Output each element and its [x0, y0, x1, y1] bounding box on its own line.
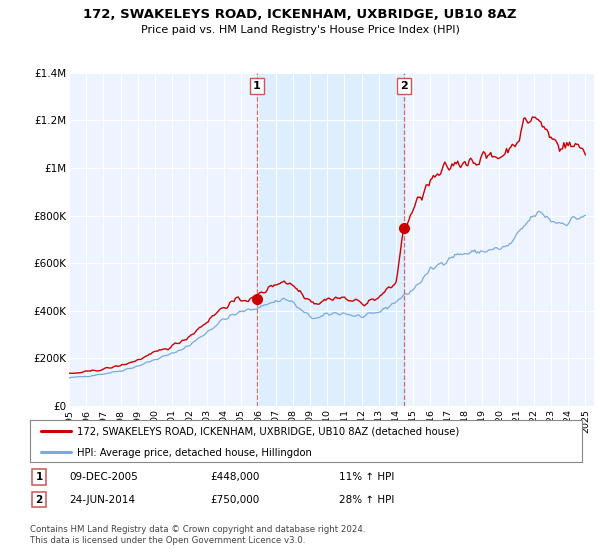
Text: 172, SWAKELEYS ROAD, ICKENHAM, UXBRIDGE, UB10 8AZ: 172, SWAKELEYS ROAD, ICKENHAM, UXBRIDGE,…: [83, 8, 517, 21]
Text: 11% ↑ HPI: 11% ↑ HPI: [339, 472, 394, 482]
Text: 2: 2: [400, 81, 408, 91]
Bar: [257, 73, 404, 406]
Text: 24-JUN-2014: 24-JUN-2014: [69, 494, 135, 505]
Text: 28% ↑ HPI: 28% ↑ HPI: [339, 494, 394, 505]
Text: HPI: Average price, detached house, Hillingdon: HPI: Average price, detached house, Hill…: [77, 448, 312, 458]
Text: 2: 2: [35, 494, 43, 505]
Text: 1: 1: [253, 81, 261, 91]
Text: £448,000: £448,000: [210, 472, 259, 482]
Text: Contains HM Land Registry data © Crown copyright and database right 2024.
This d: Contains HM Land Registry data © Crown c…: [30, 525, 365, 545]
Text: Price paid vs. HM Land Registry's House Price Index (HPI): Price paid vs. HM Land Registry's House …: [140, 25, 460, 35]
Text: 1: 1: [35, 472, 43, 482]
Text: 172, SWAKELEYS ROAD, ICKENHAM, UXBRIDGE, UB10 8AZ (detached house): 172, SWAKELEYS ROAD, ICKENHAM, UXBRIDGE,…: [77, 427, 459, 437]
Text: £750,000: £750,000: [210, 494, 259, 505]
Text: 09-DEC-2005: 09-DEC-2005: [69, 472, 138, 482]
